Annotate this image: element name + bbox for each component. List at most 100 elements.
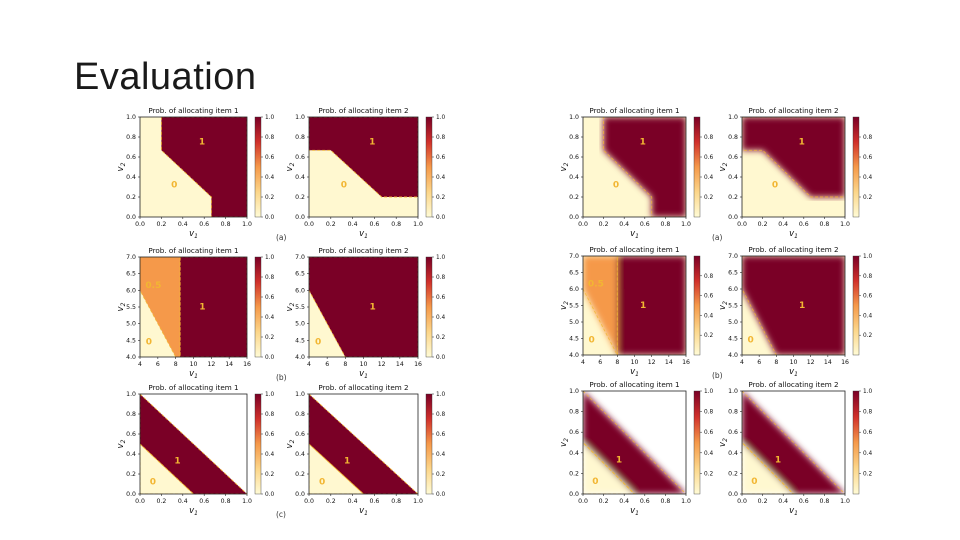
region-boundary <box>742 391 845 494</box>
y-tick-label: 1.0 <box>569 388 579 395</box>
colorbar-tick-label: 0.6 <box>436 155 446 161</box>
y-axis-label: v2 <box>116 162 127 171</box>
x-tick-label: 10 <box>190 361 198 368</box>
y-tick-label: 0.6 <box>569 429 579 436</box>
colorbar-tick-label: 0.4 <box>863 313 873 319</box>
region-1 <box>309 257 418 357</box>
y-tick-label: 0.2 <box>126 194 136 201</box>
region-label: 1 <box>775 456 781 466</box>
y-tick-label: 4.5 <box>126 337 136 344</box>
colorbar <box>852 255 860 356</box>
y-tick-label: 0.2 <box>569 470 579 477</box>
x-tick-label: 6 <box>156 361 160 368</box>
x-tick-label: 0.2 <box>156 221 166 228</box>
y-tick-label: 6.5 <box>295 271 305 278</box>
y-tick-label: 6.5 <box>569 270 579 277</box>
colorbar <box>693 390 701 495</box>
region-1 <box>617 256 686 355</box>
x-tick-label: 8 <box>774 359 778 366</box>
y-tick-label: 0.0 <box>569 214 579 221</box>
colorbar-tick-label: 0.8 <box>265 275 275 281</box>
region-label: 1 <box>369 303 375 313</box>
y-tick-label: 0.4 <box>569 450 579 457</box>
x-tick-label: 0.4 <box>778 221 788 228</box>
panel-caption: (a) <box>712 233 723 242</box>
colorbar-tick-label: 0.0 <box>436 355 446 361</box>
axes-frame <box>139 393 248 495</box>
colorbar-tick-label: 0.8 <box>436 275 446 281</box>
axes-frame <box>308 116 419 218</box>
x-axis-label: v1 <box>630 229 639 240</box>
y-tick-label: 0.4 <box>126 451 136 458</box>
y-tick-label: 0.0 <box>569 491 579 498</box>
x-tick-label: 1.0 <box>840 498 850 505</box>
y-tick-label: 4.0 <box>126 354 136 361</box>
x-tick-label: 1.0 <box>681 221 691 228</box>
colorbar-tick-label: 0.6 <box>863 294 873 300</box>
slide-title: Evaluation <box>74 56 257 98</box>
x-tick-label: 0.2 <box>326 221 336 228</box>
region-label: 0 <box>171 181 177 191</box>
colorbar-tick-label: 1.0 <box>704 389 714 395</box>
region-label: 1 <box>640 138 646 148</box>
y-tick-label: 0.8 <box>295 134 305 141</box>
region-label: 0 <box>150 478 156 488</box>
y-tick-label: 5.5 <box>126 304 136 311</box>
y-tick-label: 0.6 <box>295 154 305 161</box>
x-tick-label: 4 <box>581 359 585 366</box>
colorbar-tick-label: 0.4 <box>265 315 275 321</box>
y-tick-label: 0.6 <box>126 431 136 438</box>
x-axis-label: v1 <box>789 367 798 378</box>
axes-frame <box>308 393 419 495</box>
x-tick-label: 0.8 <box>391 498 401 505</box>
y-tick-label: 0.8 <box>126 411 136 418</box>
x-tick-label: 0.6 <box>640 498 650 505</box>
y-axis-label: v2 <box>285 439 296 448</box>
y-tick-label: 6.0 <box>295 287 305 294</box>
y-tick-label: 6.0 <box>126 287 136 294</box>
x-tick-label: 0.8 <box>391 221 401 228</box>
x-tick-label: 0.4 <box>619 221 629 228</box>
y-tick-label: 7.0 <box>126 254 136 261</box>
x-tick-label: 10 <box>631 359 639 366</box>
y-tick-label: 0.8 <box>126 134 136 141</box>
y-tick-label: 4.0 <box>295 354 305 361</box>
y-tick-label: 0.8 <box>295 411 305 418</box>
region-1 <box>161 117 247 217</box>
colorbar-tick-label: 0.4 <box>863 175 873 181</box>
x-tick-label: 0.2 <box>326 498 336 505</box>
colorbar-tick-label: 0.8 <box>863 274 873 280</box>
colorbar-tick-label: 0.8 <box>863 135 873 141</box>
y-tick-label: 4.0 <box>569 352 579 359</box>
region-label: 0 <box>772 181 778 191</box>
axes-frame <box>139 116 248 218</box>
region-1 <box>742 256 845 355</box>
y-tick-label: 0.2 <box>295 471 305 478</box>
y-tick-label: 4.5 <box>728 336 738 343</box>
y-axis-label: v2 <box>116 439 127 448</box>
x-tick-label: 8 <box>174 361 178 368</box>
y-tick-label: 5.5 <box>295 304 305 311</box>
region-label: 0 <box>319 478 325 488</box>
x-tick-label: 0.4 <box>348 221 358 228</box>
x-tick-label: 0.0 <box>304 498 314 505</box>
region-label: 0.5 <box>145 281 161 291</box>
chart-title: Prob. of allocating item 1 <box>148 246 238 255</box>
region-label: 0 <box>751 477 757 487</box>
y-tick-label: 0.4 <box>728 450 738 457</box>
y-tick-label: 0.6 <box>569 154 579 161</box>
x-tick-label: 16 <box>841 359 849 366</box>
y-tick-label: 0.0 <box>728 491 738 498</box>
colorbar-tick-label: 0.6 <box>863 430 873 436</box>
x-axis-label: v1 <box>630 367 639 378</box>
y-tick-label: 0.4 <box>295 174 305 181</box>
chart-title: Prob. of allocating item 1 <box>589 245 679 254</box>
x-tick-label: 0.8 <box>221 221 231 228</box>
x-tick-label: 0.4 <box>778 498 788 505</box>
colorbar-tick-label: 0.6 <box>704 294 714 300</box>
x-tick-label: 16 <box>414 361 422 368</box>
x-tick-label: 14 <box>225 361 233 368</box>
